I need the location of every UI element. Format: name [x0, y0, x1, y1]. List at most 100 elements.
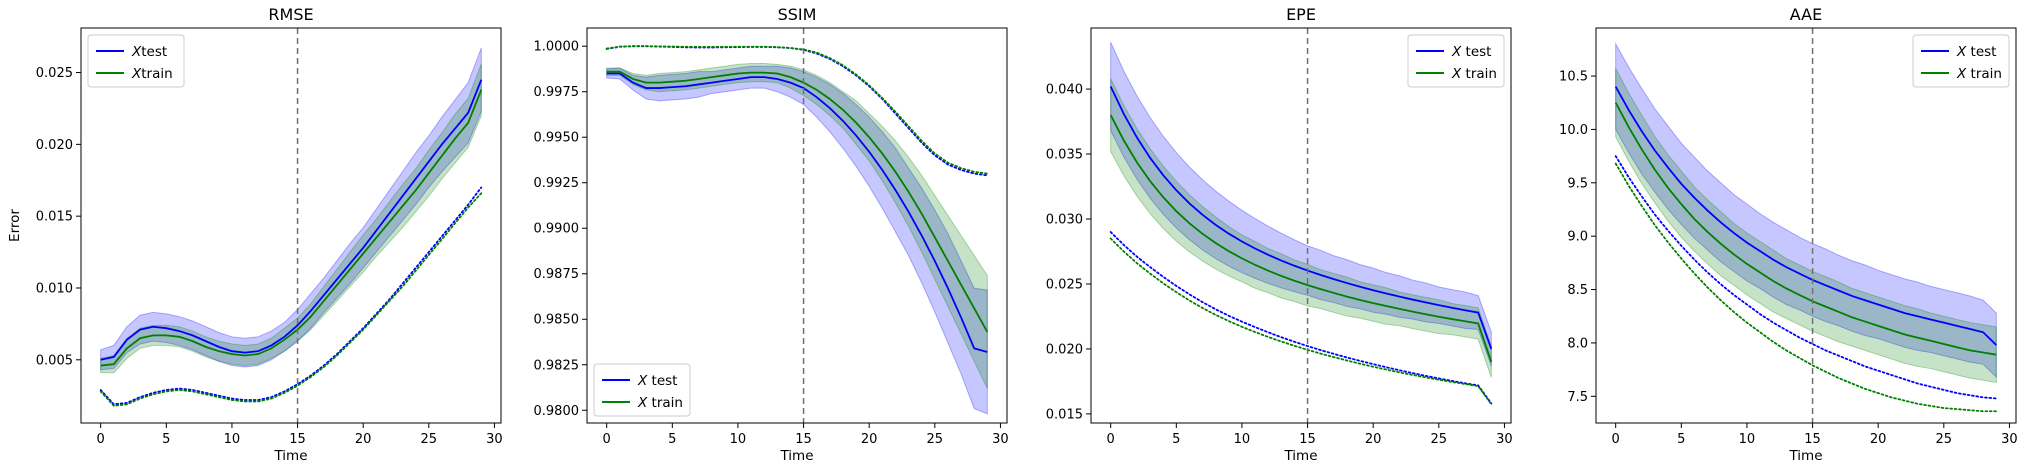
- x-tick-label: 5: [162, 432, 170, 447]
- dotted-line-test: [1109, 231, 1493, 405]
- chart-title: RMSE: [268, 5, 313, 24]
- legend-label: Xtrain: [131, 66, 173, 82]
- panel-rmse: 0 5 10 15 20 25 30 0.005 0.010 0.015 0.020 0.025 RMS…: [7, 5, 503, 464]
- legend-label: X test: [1956, 44, 1996, 60]
- axes-frame: [1090, 27, 1512, 424]
- plot-area: [605, 45, 989, 415]
- mean-line-train: [1614, 102, 1997, 356]
- y-tick-label: 0.025: [1046, 277, 1083, 292]
- y-tick-label: 0.015: [36, 210, 73, 225]
- y-tick-label: 0.020: [36, 138, 73, 153]
- x-axis-label: Time: [273, 448, 307, 464]
- x-tick-label: 20: [1870, 432, 1887, 447]
- band-train: [606, 62, 988, 389]
- panel-ssim: 0 5 10 15 20 25 30 0.9800 0.9825 0.9850 0.9875 0.99…: [534, 5, 1009, 464]
- band-test: [100, 47, 482, 371]
- mean-line-test: [100, 79, 483, 361]
- panel-aae: 0 5 10 15 20 25 30 7.5 8.0 8.5 9.0 9.5 10.0 10.5 AAE Ti…: [1559, 5, 2018, 464]
- mean-line-test: [1109, 86, 1493, 350]
- legend: X test X train: [593, 363, 691, 417]
- x-axis-label: Time: [1788, 448, 1822, 464]
- y-tick-label: 7.5: [1567, 390, 1588, 405]
- y-tick-label: 10.5: [1559, 70, 1588, 85]
- x-tick-label: 25: [1936, 432, 1953, 447]
- dotted-line-test: [605, 45, 989, 177]
- x-axis-label: Time: [1283, 448, 1317, 464]
- legend-label: X train: [637, 395, 683, 411]
- legend-label: X test: [1451, 44, 1491, 60]
- y-tick-label: 0.9800: [534, 404, 580, 419]
- plot-area: [1614, 42, 1998, 413]
- y-tick-label: 0.015: [1046, 407, 1083, 422]
- x-tick-label: 5: [668, 432, 676, 447]
- axes-frame: [586, 27, 1008, 424]
- chart-title: SSIM: [778, 5, 817, 24]
- y-tick-label: 8.0: [1567, 336, 1588, 351]
- dotted-line-test: [1614, 155, 1998, 400]
- x-tick-label: 5: [1172, 432, 1180, 447]
- dotted-line-test: [99, 186, 483, 406]
- y-tick-label: 1.0000: [534, 40, 580, 55]
- y-tick-label: 0.020: [1046, 342, 1083, 357]
- y-tick-label: 0.025: [36, 66, 73, 81]
- mean-line-train: [100, 89, 483, 367]
- y-tick-label: 8.5: [1567, 283, 1588, 298]
- y-tick-label: 0.010: [36, 281, 73, 296]
- mean-line-train: [1109, 114, 1493, 363]
- x-tick-label: 25: [1431, 432, 1448, 447]
- y-tick-label: 0.9825: [534, 358, 580, 373]
- x-tick-label: 15: [795, 432, 812, 447]
- band-train: [100, 63, 482, 374]
- x-tick-label: 10: [1234, 432, 1251, 447]
- x-tick-label: 30: [2001, 432, 2018, 447]
- x-tick-label: 0: [603, 432, 611, 447]
- dotted-line-train: [99, 192, 483, 407]
- x-tick-label: 10: [224, 432, 241, 447]
- legend-label: X test: [637, 373, 677, 389]
- y-tick-label: 9.5: [1567, 176, 1588, 191]
- y-tick-label: 0.9850: [534, 313, 580, 328]
- x-tick-label: 10: [730, 432, 747, 447]
- x-tick-label: 25: [927, 432, 944, 447]
- legend-label: Xtest: [131, 44, 167, 60]
- x-tick-label: 5: [1677, 432, 1685, 447]
- y-tick-label: 0.9975: [534, 85, 580, 100]
- y-axis-label: Error: [7, 209, 23, 242]
- y-tick-label: 0.9900: [534, 222, 580, 237]
- mean-line-test: [606, 72, 988, 353]
- dotted-line-train: [1109, 237, 1493, 406]
- axes-frame: [1595, 27, 2017, 424]
- y-tick-label: 0.9950: [534, 131, 580, 146]
- plot-area: [1109, 42, 1493, 406]
- y-tick-label: 0.030: [1046, 213, 1083, 228]
- plot-area: [99, 47, 483, 407]
- x-tick-label: 20: [355, 432, 372, 447]
- x-tick-label: 10: [1739, 432, 1756, 447]
- y-tick-label: 0.9925: [534, 176, 580, 191]
- band-train: [1615, 68, 1997, 384]
- x-tick-label: 25: [421, 432, 438, 447]
- mean-line-test: [1614, 86, 1997, 346]
- legend: Xtest Xtrain: [87, 34, 185, 88]
- dotted-line-train: [605, 45, 989, 175]
- x-tick-label: 0: [1612, 432, 1620, 447]
- y-tick-label: 0.9875: [534, 267, 580, 282]
- band-test: [1615, 42, 1997, 379]
- dotted-line-train: [1614, 162, 1998, 413]
- x-tick-label: 0: [97, 432, 105, 447]
- x-tick-label: 30: [1496, 432, 1513, 447]
- legend: X test X train: [1407, 34, 1505, 88]
- x-tick-label: 15: [1804, 432, 1821, 447]
- legend-label: X train: [1451, 66, 1497, 82]
- band-train: [1110, 78, 1492, 378]
- chart-title: EPE: [1286, 5, 1316, 24]
- x-tick-label: 20: [861, 432, 878, 447]
- chart-title: AAE: [1790, 5, 1822, 24]
- x-tick-label: 0: [1107, 432, 1115, 447]
- x-tick-label: 20: [1365, 432, 1382, 447]
- band-test: [1110, 42, 1492, 366]
- y-tick-label: 10.0: [1559, 123, 1588, 138]
- panel-epe: 0 5 10 15 20 25 30 0.015 0.020 0.025 0.030 0.035 0.0…: [1046, 5, 1513, 464]
- legend-label: X train: [1956, 66, 2002, 82]
